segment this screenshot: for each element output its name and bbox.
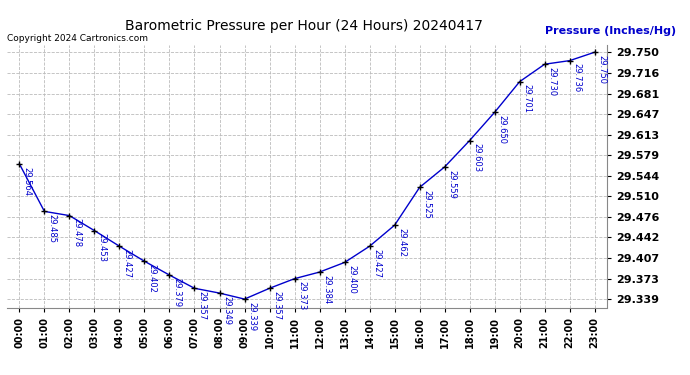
Text: 29.349: 29.349	[222, 296, 231, 325]
Text: 29.373: 29.373	[297, 282, 306, 311]
Text: 29.701: 29.701	[522, 84, 531, 113]
Text: 29.736: 29.736	[573, 63, 582, 93]
Text: 29.559: 29.559	[447, 170, 456, 199]
Text: 29.525: 29.525	[422, 190, 431, 219]
Text: 29.339: 29.339	[247, 302, 256, 331]
Text: 29.453: 29.453	[97, 233, 106, 262]
Text: 29.650: 29.650	[497, 115, 506, 144]
Text: 29.400: 29.400	[347, 265, 356, 294]
Text: 29.427: 29.427	[373, 249, 382, 278]
Text: Barometric Pressure per Hour (24 Hours) 20240417: Barometric Pressure per Hour (24 Hours) …	[125, 19, 482, 33]
Text: 29.478: 29.478	[72, 218, 81, 248]
Text: 29.462: 29.462	[397, 228, 406, 257]
Text: 29.357: 29.357	[273, 291, 282, 320]
Text: 29.603: 29.603	[473, 143, 482, 172]
Text: 29.730: 29.730	[547, 67, 556, 96]
Text: 29.564: 29.564	[22, 167, 31, 196]
Text: 29.427: 29.427	[122, 249, 131, 278]
Text: 29.384: 29.384	[322, 275, 331, 304]
Text: 29.379: 29.379	[172, 278, 181, 307]
Text: 29.485: 29.485	[47, 214, 56, 243]
Text: Copyright 2024 Cartronics.com: Copyright 2024 Cartronics.com	[7, 34, 148, 43]
Text: 29.357: 29.357	[197, 291, 206, 320]
Text: 29.750: 29.750	[598, 55, 607, 84]
Text: Pressure (Inches/Hg): Pressure (Inches/Hg)	[545, 26, 676, 36]
Text: 29.402: 29.402	[147, 264, 156, 293]
